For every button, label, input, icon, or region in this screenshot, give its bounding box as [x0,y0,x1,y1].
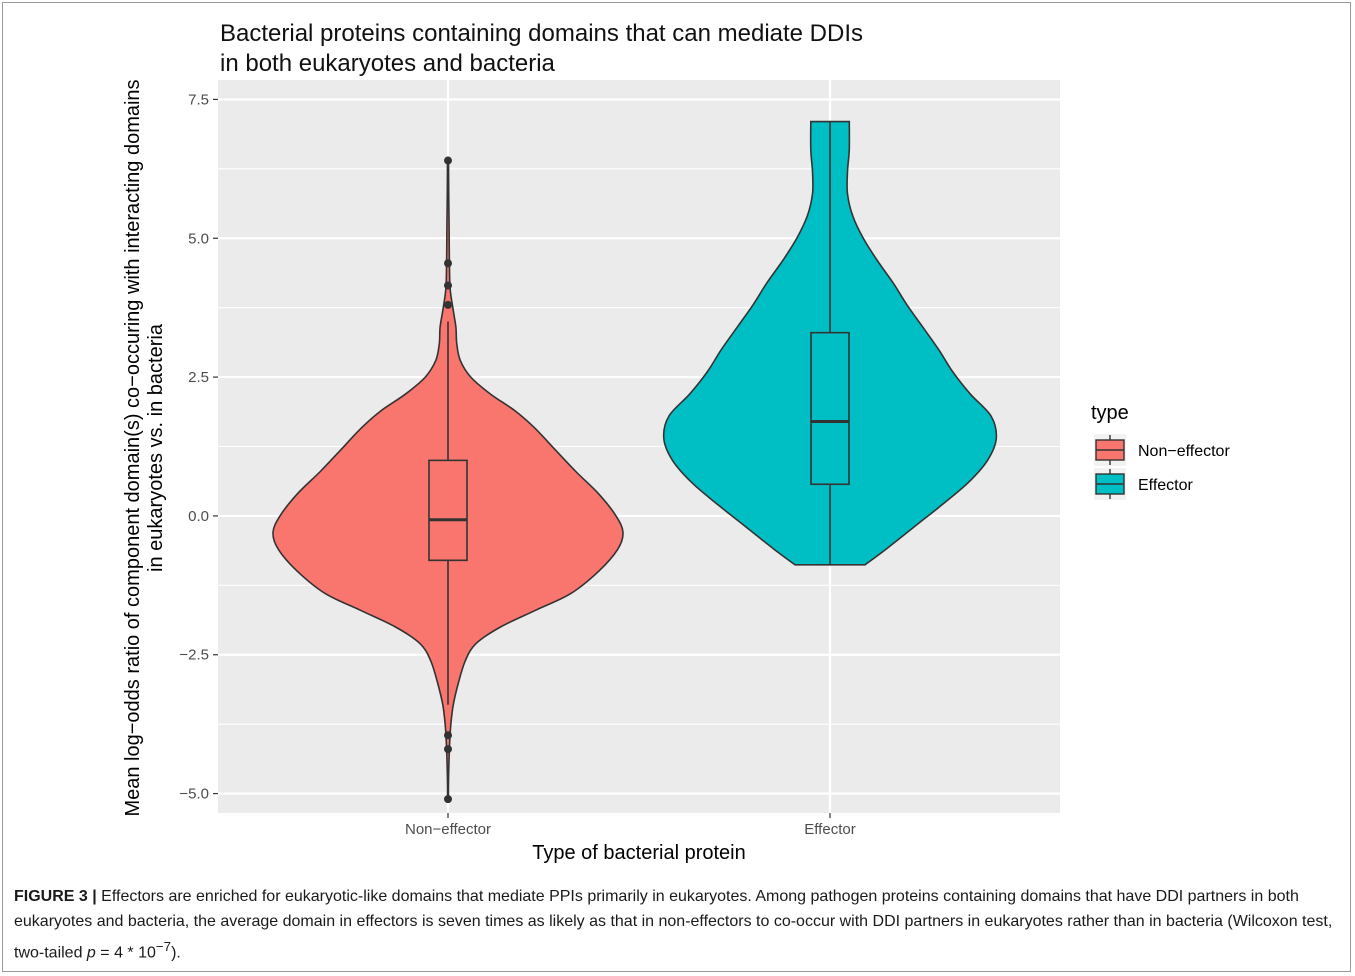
caption-p-value: = 4 * 10 [95,944,156,962]
y-axis-title-line1: Mean log−odds ratio of component domain(… [122,79,144,816]
y-tick-label: −2.5 [179,647,209,664]
x-tick-label: Effector [804,821,855,838]
caption-end: ). [171,944,181,962]
y-tick-label: 2.5 [188,369,209,386]
outlier-point [444,745,452,754]
y-axis: −5.0 −2.5 0.0 2.5 5.0 7.5 [179,91,218,803]
caption-text: Effectors are enriched for eukaryotic-li… [14,888,1333,962]
violins [272,120,998,804]
caption-p-exponent: −7 [155,939,172,954]
box-iqr [428,459,468,562]
y-tick-label: −5.0 [179,786,209,803]
y-tick-label: 0.0 [188,508,209,525]
outlier-point [444,795,452,804]
outlier-point [444,259,452,268]
caption-label: FIGURE 3 | [14,888,97,905]
x-tick-label: Non−effector [405,821,491,838]
box-iqr [810,331,850,486]
x-axis: Non−effector Effector [405,813,856,838]
y-tick-label: 5.0 [188,230,209,247]
chart-title-line2: in both eukaryotes and bacteria [220,50,555,77]
legend: type Non−effector Effector [1091,402,1230,500]
legend-item: Non−effector [1094,434,1230,466]
legend-item: Effector [1094,468,1194,500]
y-tick-label: 7.5 [188,91,209,108]
outlier-point [444,731,452,740]
figure-caption: FIGURE 3 | Effectors are enriched for eu… [14,884,1339,965]
chart-title-line1: Bacterial proteins containing domains th… [220,20,864,47]
chart-svg: −5.0 −2.5 0.0 2.5 5.0 7.5 Non−effector Effecto… [122,79,1230,864]
legend-item-label: Non−effector [1138,443,1230,460]
y-axis-title-line2: in eukaryotes vs. in bacteria [145,323,167,572]
outlier-point [444,281,452,290]
caption-p-symbol: p [86,944,96,962]
x-axis-title: Type of bacterial protein [532,842,745,864]
outlier-point [444,300,452,309]
legend-item-label: Effector [1138,477,1194,494]
outlier-point [444,156,452,165]
legend-title: type [1091,402,1129,424]
